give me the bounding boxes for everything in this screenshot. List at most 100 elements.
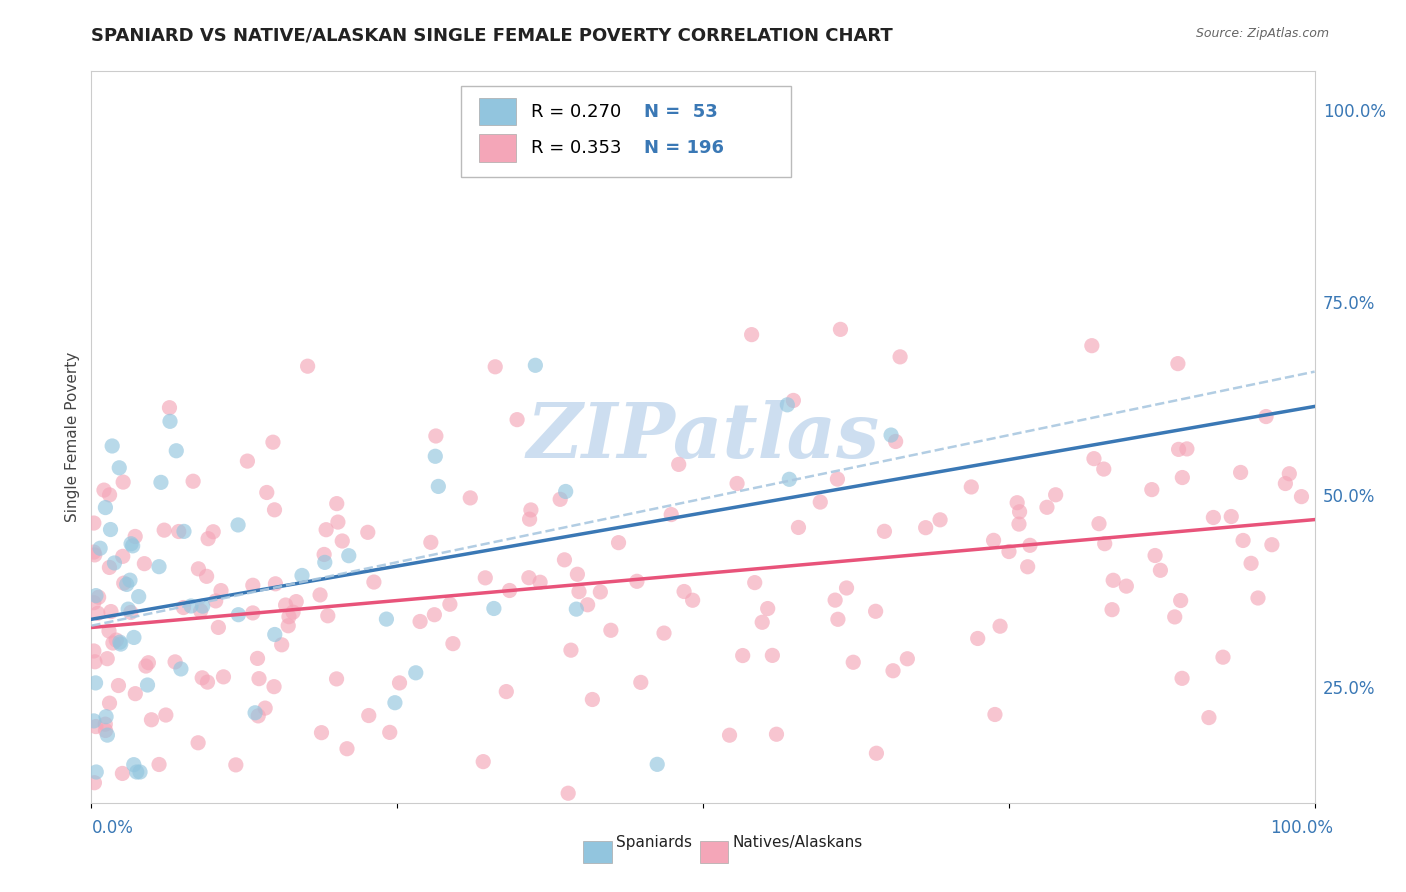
Point xyxy=(744,575,766,590)
Point xyxy=(405,665,427,680)
Point xyxy=(187,562,209,576)
Point xyxy=(110,637,132,651)
Point xyxy=(96,651,118,665)
Point xyxy=(112,576,135,591)
Point xyxy=(204,594,226,608)
Text: R = 0.353: R = 0.353 xyxy=(530,139,621,157)
Point xyxy=(262,435,284,450)
Point xyxy=(264,576,287,591)
Point xyxy=(111,766,134,780)
Point xyxy=(1220,509,1243,524)
Point xyxy=(118,573,141,587)
Point xyxy=(311,725,333,739)
Point xyxy=(682,593,704,607)
Point xyxy=(756,601,779,615)
Point xyxy=(520,503,543,517)
Point xyxy=(181,475,204,489)
Point xyxy=(482,601,505,615)
Text: N = 196: N = 196 xyxy=(644,139,724,157)
Text: 100.0%: 100.0% xyxy=(1270,819,1333,837)
Point xyxy=(247,709,270,723)
Point xyxy=(297,359,319,374)
Point xyxy=(325,672,347,686)
Point xyxy=(87,607,110,621)
Point xyxy=(668,458,690,472)
Point xyxy=(120,606,142,620)
Point xyxy=(84,589,107,603)
Point xyxy=(884,434,907,449)
Point xyxy=(167,524,190,539)
Point xyxy=(1171,470,1194,484)
Point xyxy=(378,725,401,739)
Point xyxy=(148,757,170,772)
Point xyxy=(1102,574,1125,588)
Point xyxy=(121,539,143,553)
Point xyxy=(148,559,170,574)
Point xyxy=(824,593,846,607)
Point xyxy=(1144,549,1167,563)
Point xyxy=(120,537,142,551)
Point xyxy=(315,523,337,537)
Point xyxy=(441,637,464,651)
Point xyxy=(357,708,380,723)
Text: Source: ZipAtlas.com: Source: ZipAtlas.com xyxy=(1195,27,1329,40)
Point xyxy=(122,757,145,772)
Point xyxy=(419,535,441,549)
Point xyxy=(242,578,264,592)
Point xyxy=(83,714,105,728)
Point xyxy=(209,583,232,598)
Point xyxy=(1101,602,1123,616)
Point xyxy=(98,488,121,502)
Point xyxy=(243,706,266,720)
Point xyxy=(202,524,225,539)
Point xyxy=(484,359,506,374)
Point xyxy=(84,676,107,690)
Point xyxy=(576,598,599,612)
Point xyxy=(718,728,741,742)
Point xyxy=(889,350,911,364)
Point xyxy=(1167,357,1189,371)
Point xyxy=(1081,339,1104,353)
Point xyxy=(880,428,903,442)
Point xyxy=(599,624,621,638)
Point xyxy=(94,723,117,738)
Point xyxy=(87,591,110,605)
Point xyxy=(1167,442,1189,457)
Point xyxy=(172,600,194,615)
Point xyxy=(567,567,589,582)
Point xyxy=(630,675,652,690)
Point xyxy=(865,746,887,760)
Point xyxy=(1164,610,1187,624)
Point xyxy=(1008,505,1031,519)
Point xyxy=(1149,563,1171,577)
Point xyxy=(98,696,121,710)
Point xyxy=(1045,488,1067,502)
Point xyxy=(309,588,332,602)
Point xyxy=(782,393,804,408)
Point xyxy=(94,717,117,731)
Text: R = 0.270: R = 0.270 xyxy=(530,103,621,120)
Point xyxy=(108,460,131,475)
Point xyxy=(626,574,648,589)
Point xyxy=(751,615,773,630)
Point xyxy=(787,520,810,534)
Point xyxy=(873,524,896,539)
Point xyxy=(278,609,301,624)
Point xyxy=(765,727,787,741)
Point xyxy=(998,544,1021,558)
Point xyxy=(914,521,936,535)
Point xyxy=(1261,538,1284,552)
Point xyxy=(607,535,630,549)
Point xyxy=(83,548,105,562)
Point xyxy=(384,696,406,710)
Point xyxy=(439,597,461,611)
Point xyxy=(409,615,432,629)
Point xyxy=(778,472,800,486)
Point xyxy=(835,581,858,595)
Point xyxy=(125,764,148,779)
Point xyxy=(929,513,952,527)
Point xyxy=(827,612,849,626)
Point xyxy=(375,612,398,626)
Point xyxy=(128,590,150,604)
Point xyxy=(84,720,107,734)
